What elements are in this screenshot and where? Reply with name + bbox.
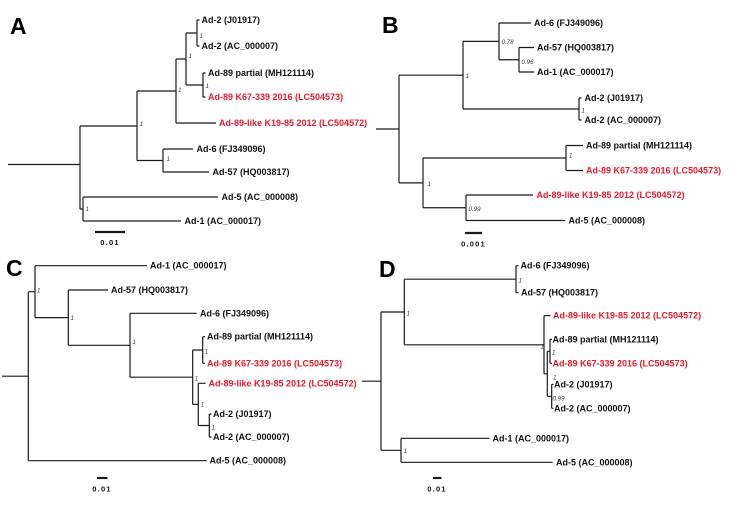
tip-label: Ad-1 (AC_000017) <box>493 433 570 443</box>
tip-label: Ad-6 (FJ349096) <box>200 308 269 318</box>
tip-label: Ad-89 partial (MH121114) <box>553 334 659 344</box>
panel-c-letter: C <box>6 255 23 281</box>
tip-label-highlighted: Ad-89 K67-339 2016 (LC504573) <box>586 166 721 176</box>
support-value: 1 <box>519 278 522 285</box>
support-value: 1 <box>466 73 469 80</box>
panel-d-letter: D <box>379 256 396 282</box>
tip-label-highlighted: Ad-89-like K19-85 2012 (LC504572) <box>209 378 357 388</box>
tip-label: Ad-57 (HQ003817) <box>111 285 188 295</box>
scale-label: 0.001 <box>461 240 486 249</box>
tip-label: Ad-5 (AC_000008) <box>569 216 646 226</box>
support-value: 1 <box>37 288 40 295</box>
tip-label-highlighted: Ad-89 K67-339 2016 (LC504573) <box>553 358 688 368</box>
support-value: 1 <box>212 425 215 432</box>
tip-label: Ad-5 (AC_000008) <box>210 456 287 466</box>
tip-label: Ad-6 (FJ349096) <box>534 18 603 28</box>
support-value: 1 <box>71 315 74 322</box>
support-value: 1 <box>569 153 572 160</box>
tip-label: Ad-2 (J01917) <box>213 409 272 419</box>
panel-d-tree-branches <box>362 265 554 463</box>
tip-label: Ad-57 (HQ003817) <box>521 288 598 298</box>
tip-label: Ad-2 (AC_000007) <box>202 41 279 51</box>
tip-label: Ad-57 (HQ003817) <box>537 43 614 53</box>
support-value: 0.78 <box>502 39 515 46</box>
tip-label: Ad-2 (J01917) <box>202 15 261 25</box>
tip-label: Ad-89 partial (MH121114) <box>208 68 314 78</box>
tip-label: Ad-2 (J01917) <box>554 379 613 389</box>
support-value: 1 <box>167 156 170 163</box>
tip-label: Ad-1 (AC_000017) <box>537 67 614 77</box>
support-value: 1 <box>553 375 556 382</box>
support-value: 1 <box>428 181 431 188</box>
scale-label: 0.01 <box>92 485 111 494</box>
tip-label: Ad-89 partial (MH121114) <box>207 332 313 342</box>
tip-label-highlighted: Ad-89-like K19-85 2012 (LC504572) <box>219 118 367 128</box>
tip-label: Ad-5 (AC_000008) <box>222 192 299 202</box>
support-value: 1 <box>200 33 203 40</box>
support-value: 0.96 <box>522 59 535 66</box>
support-value: 1 <box>195 376 198 383</box>
panel-c-tree-branches <box>2 265 212 462</box>
support-value: 1 <box>178 87 181 94</box>
support-value: 1 <box>133 339 136 346</box>
tip-label-highlighted: Ad-89-like K19-85 2012 (LC504572) <box>553 311 701 321</box>
tip-label: Ad-2 (J01917) <box>585 93 644 103</box>
tip-label: Ad-1 (AC_000017) <box>150 261 227 271</box>
support-value: 1 <box>582 108 585 115</box>
support-value: 1 <box>205 349 208 356</box>
panel-c: C Ad-1 (AC_000017) Ad-57 (HQ003817) Ad-6… <box>2 255 357 494</box>
support-value: 1 <box>140 121 143 128</box>
support-value: 0.99 <box>469 206 482 213</box>
panel-a-letter: A <box>10 13 27 39</box>
tip-label-highlighted: Ad-89 K67-339 2016 (LC504573) <box>208 92 343 102</box>
tip-label: Ad-1 (AC_000017) <box>185 216 262 226</box>
support-value: 1 <box>541 344 544 351</box>
tip-label-highlighted: Ad-89-like K19-85 2012 (LC504572) <box>537 190 685 200</box>
support-value: 1 <box>201 402 204 409</box>
panel-b-letter: B <box>382 12 399 38</box>
support-value: 1 <box>189 53 192 60</box>
panel-d: D Ad-6 (FJ349096) Ad-57 (HQ003817) Ad-89… <box>362 256 701 494</box>
support-value: 1 <box>206 83 209 90</box>
support-value: 1 <box>404 448 407 455</box>
support-value: 0.99 <box>553 396 566 403</box>
tip-label: Ad-5 (AC_000008) <box>556 457 633 467</box>
panel-a: A Ad-2 (J01917) Ad-2 (AC_000007) Ad-89 p… <box>8 13 367 247</box>
tip-label: Ad-2 (AC_000007) <box>554 403 631 413</box>
support-value: 1 <box>552 350 555 357</box>
tip-label: Ad-2 (AC_000007) <box>213 432 290 442</box>
panel-b-tree-branches <box>376 22 583 222</box>
tip-label-highlighted: Ad-89 K67-339 2016 (LC504573) <box>207 358 342 368</box>
scale-label: 0.01 <box>100 238 119 247</box>
tip-label: Ad-57 (HQ003817) <box>213 167 290 177</box>
tip-label: Ad-6 (FJ349096) <box>521 261 590 271</box>
support-value: 1 <box>407 311 410 318</box>
scale-label: 0.01 <box>427 485 446 494</box>
tip-label: Ad-2 (AC_000007) <box>585 115 662 125</box>
support-value: 1 <box>86 206 89 213</box>
panel-a-tree-branches <box>8 19 218 222</box>
panel-b: B Ad-6 (FJ349096) Ad-57 (HQ003817) Ad-1 … <box>376 12 721 249</box>
tip-label: Ad-89 partial (MH121114) <box>586 141 692 151</box>
tip-label: Ad-6 (FJ349096) <box>197 144 266 154</box>
